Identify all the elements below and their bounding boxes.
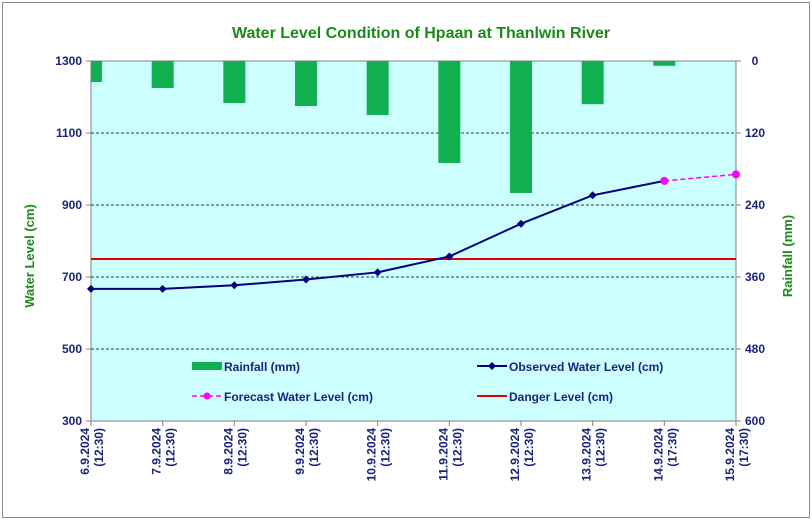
- left-axis-ticks: 1300 1100 900 700 500 300: [55, 54, 91, 428]
- observed-point: [230, 281, 239, 290]
- right-tick-label: 360: [745, 270, 765, 284]
- x-tick-label-time: (12:30): [307, 428, 321, 467]
- observed-point: [373, 268, 382, 277]
- observed-point: [517, 219, 525, 228]
- rainfall-bar: [295, 61, 317, 106]
- x-tick-label-date: 10.9.2024: [365, 428, 379, 482]
- x-tick-label-date: 11.9.2024: [436, 428, 450, 481]
- x-tick-label-time: (12:30): [450, 428, 464, 467]
- observed-point: [87, 284, 95, 293]
- legend-observed-label: Observed Water Level (cm): [509, 360, 663, 374]
- x-tick-label-date: 7.9.2024: [150, 428, 164, 475]
- x-tick-label-date: 12.9.2024: [508, 428, 522, 482]
- x-tick-label-date: 15.9.2024: [723, 428, 737, 482]
- left-axis-label: Water Level (cm): [22, 204, 37, 308]
- forecast-point: [732, 170, 740, 179]
- observed-point: [588, 191, 597, 200]
- x-tick-label-time: (17:30): [665, 428, 679, 467]
- legend-rainfall-label: Rainfall (mm): [224, 360, 300, 374]
- gridlines: [91, 132, 736, 350]
- x-axis-ticks: 6.9.2024 (12:30) 7.9.2024 (12:30) 8.9.2024 (1…: [78, 421, 751, 481]
- right-tick-label: 120: [745, 126, 765, 140]
- legend-observed-marker: [488, 362, 496, 370]
- right-axis-label: Rainfall (mm): [780, 215, 795, 297]
- legend-rainfall-swatch: [192, 362, 222, 370]
- rainfall-bar: [510, 61, 532, 193]
- left-tick-label: 1300: [55, 54, 82, 68]
- rainfall-bar: [366, 61, 389, 115]
- left-tick-label: 700: [62, 270, 82, 284]
- x-tick-label-time: (12:30): [235, 428, 249, 467]
- x-tick-label-time: (12:30): [594, 428, 608, 467]
- forecast-line: [664, 173, 737, 182]
- x-tick-label-time: (12:30): [522, 428, 536, 467]
- right-axis-ticks: 0 120 240 360 480 600: [736, 54, 765, 428]
- forecast-water-level-series: [660, 170, 740, 185]
- legend-forecast-marker: [203, 392, 211, 400]
- right-tick-label: 0: [752, 54, 759, 68]
- x-tick-label-date: 13.9.2024: [580, 428, 594, 482]
- rainfall-bar: [653, 61, 676, 66]
- observed-point: [302, 275, 310, 284]
- x-tick-label-date: 9.9.2024: [293, 428, 307, 475]
- rainfall-bar: [151, 61, 174, 88]
- observed-point: [158, 284, 167, 293]
- x-tick-label-time: (12:30): [379, 428, 393, 467]
- rainfall-bars: [91, 61, 676, 193]
- legend-forecast-label: Forecast Water Level (cm): [224, 390, 373, 404]
- left-tick-label: 300: [62, 414, 82, 428]
- observed-point: [445, 252, 454, 261]
- legend-danger-label: Danger Level (cm): [509, 390, 613, 404]
- plot-area: [90, 60, 737, 422]
- rainfall-bar: [91, 61, 102, 82]
- right-tick-label: 480: [745, 342, 765, 356]
- right-tick-label: 240: [745, 198, 765, 212]
- left-tick-label: 900: [62, 198, 82, 212]
- x-tick-label-time: (17:30): [737, 428, 751, 467]
- left-tick-label: 1100: [56, 126, 82, 140]
- rainfall-bar: [581, 61, 604, 105]
- rainfall-bar: [223, 61, 246, 103]
- x-tick-label-date: 8.9.2024: [221, 428, 235, 475]
- chart-title: Water Level Condition of Hpaan at Thanlw…: [232, 25, 610, 42]
- x-tick-label-date: 6.9.2024: [78, 428, 92, 475]
- legend: Rainfall (mm) Observed Water Level (cm) …: [192, 360, 663, 404]
- left-tick-label: 500: [62, 342, 82, 356]
- forecast-point: [660, 176, 669, 185]
- x-tick-label-time: (12:30): [92, 428, 106, 467]
- right-tick-label: 600: [745, 414, 765, 428]
- x-tick-label-time: (12:30): [164, 428, 178, 467]
- rainfall-bar: [438, 61, 461, 163]
- x-tick-label-date: 14.9.2024: [651, 428, 665, 482]
